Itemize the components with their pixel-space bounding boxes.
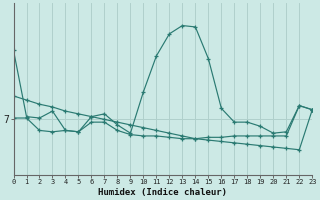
- X-axis label: Humidex (Indice chaleur): Humidex (Indice chaleur): [98, 188, 228, 197]
